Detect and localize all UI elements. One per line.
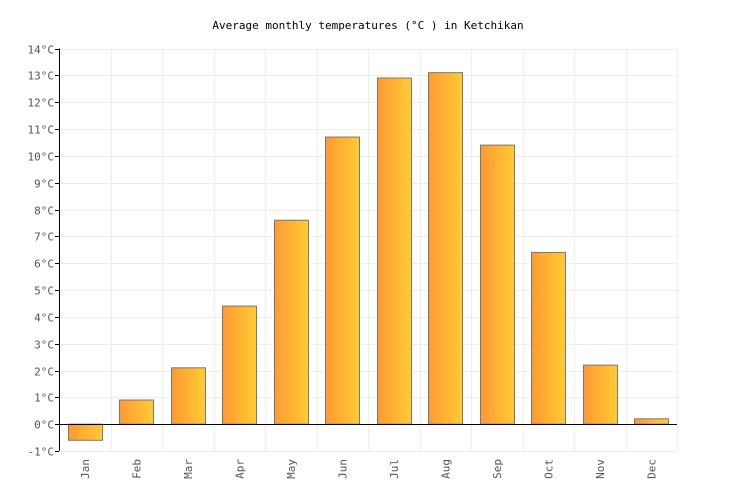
bar-sep bbox=[480, 144, 515, 425]
y-tick-label: 13°C bbox=[28, 70, 55, 83]
bar-jul bbox=[377, 77, 412, 425]
chart-title: Average monthly temperatures (°C ) in Ke… bbox=[212, 19, 523, 32]
y-tick-label: 0°C bbox=[34, 419, 54, 432]
bar-feb bbox=[119, 399, 154, 425]
x-tick-label: Nov bbox=[594, 459, 607, 479]
bar-jan bbox=[68, 423, 103, 441]
x-tick-label: Jan bbox=[79, 459, 92, 479]
x-tick-label: Sep bbox=[491, 459, 504, 479]
x-tick-label: Mar bbox=[182, 459, 195, 479]
x-tick-label: May bbox=[285, 459, 298, 479]
x-tick-label: Dec bbox=[645, 459, 658, 479]
y-tick-label: 6°C bbox=[34, 258, 54, 271]
y-tick-label: 11°C bbox=[28, 124, 55, 137]
y-tick-label: 14°C bbox=[28, 44, 55, 57]
y-tick-label: -1°C bbox=[28, 446, 55, 459]
bars bbox=[68, 72, 669, 441]
x-tick-label: Aug bbox=[439, 459, 452, 479]
y-tick-label: 2°C bbox=[34, 366, 54, 379]
bar-nov bbox=[583, 364, 618, 425]
y-tick-label: 1°C bbox=[34, 392, 54, 405]
bar-aug bbox=[428, 72, 463, 425]
y-tick-labels: -1°C 0°C 1°C 2°C 3°C 4°C 5°C 6°C 7°C 8°C 9°C 10°C 11… bbox=[28, 44, 55, 459]
y-tick-label: 10°C bbox=[28, 151, 55, 164]
y-tick-label: 7°C bbox=[34, 231, 54, 244]
y-tick-label: 12°C bbox=[28, 97, 55, 110]
axes bbox=[55, 48, 677, 452]
x-tick-labels: Jan Feb Mar Apr May Jun Jul Aug Sep Oct Nov Dec bbox=[79, 459, 659, 479]
x-tick-label: Apr bbox=[233, 459, 246, 479]
x-tick-label: Jun bbox=[336, 459, 349, 479]
y-tick-label: 5°C bbox=[34, 285, 54, 298]
bar-jun bbox=[325, 136, 360, 425]
y-tick-label: 4°C bbox=[34, 312, 54, 325]
bar-oct bbox=[531, 251, 566, 425]
x-tick-label: Feb bbox=[130, 459, 143, 479]
x-tick-label: Oct bbox=[542, 459, 555, 479]
x-tick-label: Jul bbox=[388, 459, 401, 479]
bar-mar bbox=[171, 367, 206, 425]
bar-may bbox=[274, 219, 309, 425]
bar-dec bbox=[634, 418, 669, 425]
y-tick-label: 3°C bbox=[34, 339, 54, 352]
y-tick-label: 8°C bbox=[34, 205, 54, 218]
bar-apr bbox=[222, 305, 257, 425]
y-tick-label: 9°C bbox=[34, 178, 54, 191]
grid bbox=[59, 48, 678, 452]
